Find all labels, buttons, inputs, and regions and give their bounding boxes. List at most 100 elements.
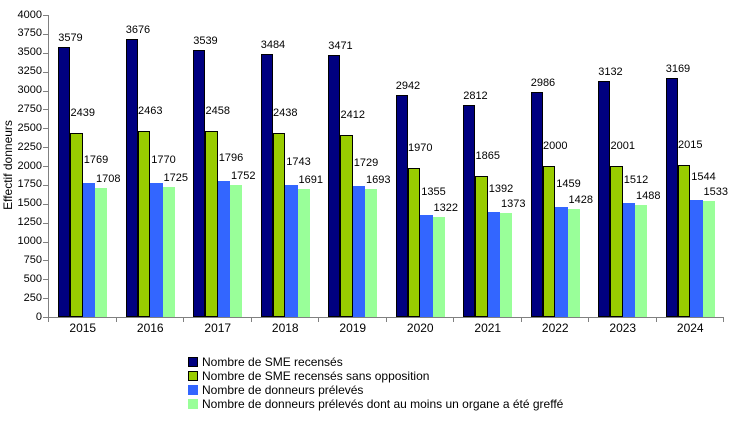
bar-value-label: 1743 [286,156,311,169]
x-tick-mark [318,318,319,322]
y-tick-label: 250 [23,291,42,304]
y-tick-mark [43,317,48,318]
x-tick-mark [453,318,454,322]
bar-value-label: 3471 [328,39,353,52]
bar-value-label: 1355 [421,185,446,198]
y-tick-mark [43,90,48,92]
bar-2022-series3 [555,206,568,317]
bar-2017-series4 [230,184,243,317]
bar-2021-series1 [463,104,476,317]
chart-legend: Nombre de SME recensés Nombre de SME rece… [188,355,563,411]
legend-item-2: Nombre de SME recensés sans opposition [188,369,563,383]
x-axis-line [48,317,724,318]
bar-2015-series2 [70,132,83,317]
bar-2020-series4 [432,217,445,317]
y-tick-mark [43,109,48,111]
y-axis-line [48,15,49,318]
bar-value-label: 1729 [353,157,379,170]
bar-value-label: 2463 [137,105,163,118]
bar-value-label: 2001 [610,139,635,152]
y-tick-label: 2750 [17,102,42,115]
y-tick-label: 3000 [17,84,42,96]
x-category-label: 2023 [609,321,637,335]
legend-item-4: Nombre de donneurs prélevés dont au moin… [188,397,563,411]
bar-value-label: 1392 [488,182,514,195]
y-tick-label: 4000 [17,8,42,21]
bar-2023-series2 [610,165,623,317]
x-category-label: 2017 [204,321,232,335]
legend-item-1: Nombre de SME recensés [188,355,563,369]
bar-value-label: 3132 [598,65,623,78]
y-tick-label: 3500 [17,46,42,59]
y-tick-mark [43,222,48,224]
bar-value-label: 2438 [272,106,298,119]
y-tick-mark [43,147,48,149]
bar-2019-series4 [365,189,378,317]
x-category-label: 2022 [541,321,569,335]
bar-2018-series3 [285,185,298,317]
bar-value-label: 1533 [703,186,728,199]
x-tick-mark [115,318,117,322]
bar-2018-series2 [272,132,286,317]
bar-2023-series1 [598,80,611,317]
bar-value-label: 1512 [623,173,649,186]
bar-2016-series2 [137,131,151,317]
bar-value-label: 2015 [677,138,703,151]
legend-item-3: Nombre de donneurs prélevés [188,383,563,397]
x-tick-mark [250,318,252,322]
y-tick-mark [43,52,48,54]
bar-value-label: 2812 [463,89,488,102]
bar-value-label: 2458 [205,105,230,118]
bar-value-label: 2412 [340,108,365,121]
bar-2017-series2 [205,131,218,317]
bar-2017-series3 [217,181,231,317]
x-category-label: 2020 [406,321,434,335]
x-tick-mark [183,318,184,322]
bar-2020-series1 [395,94,408,317]
legend-swatch-icon [188,357,198,367]
bar-value-label: 1373 [501,198,526,211]
legend-label: Nombre de donneurs prélevés dont au moin… [202,397,564,411]
bar-2022-series2 [542,166,556,317]
x-category-label: 2024 [676,321,704,335]
bar-value-label: 1769 [83,154,109,167]
y-tick-label: 1000 [17,235,42,247]
bar-2019-series3 [352,186,366,317]
y-tick-label: 1250 [17,216,42,229]
y-tick-label: 1750 [17,178,42,191]
y-tick-mark [43,15,48,16]
bar-value-label: 3169 [665,62,691,75]
bar-value-label: 1691 [298,174,323,187]
bar-2016-series4 [162,186,175,317]
x-tick-mark [655,318,657,322]
bar-2021-series3 [487,211,501,317]
y-tick-label: 500 [23,272,42,285]
bar-2022-series1 [530,91,543,317]
bar-value-label: 1322 [433,202,458,215]
bar-2023-series3 [622,202,636,317]
y-tick-mark [43,33,48,35]
bar-value-label: 2942 [395,79,421,92]
bar-2019-series2 [340,134,353,317]
bar-value-label: 1865 [475,150,500,163]
bar-value-label: 2986 [530,76,556,89]
x-tick-mark [520,318,522,322]
bar-2019-series1 [328,54,341,317]
bar-value-label: 1693 [366,174,391,187]
bar-2015-series4 [95,188,108,317]
bar-value-label: 2000 [542,140,568,152]
bar-value-label: 3484 [260,38,286,51]
bar-2024-series2 [677,164,691,317]
x-tick-mark [48,318,49,322]
y-tick-mark [43,203,48,205]
bar-2024-series3 [690,200,703,317]
bar-value-label: 3676 [125,24,151,37]
bar-value-label: 3579 [58,31,83,44]
y-tick-label: 750 [23,253,42,266]
bar-2017-series1 [193,49,206,317]
y-tick-label: 2500 [17,121,42,134]
x-tick-mark [723,318,724,322]
bar-2015-series1 [58,46,71,317]
legend-swatch-icon [188,385,198,395]
